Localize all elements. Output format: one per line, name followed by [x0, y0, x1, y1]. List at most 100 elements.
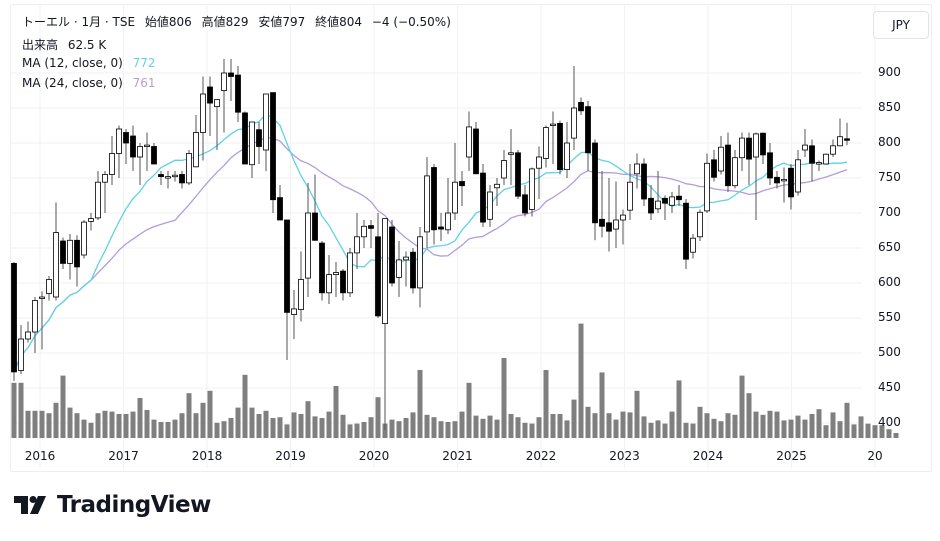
candle-up	[697, 211, 703, 238]
close-value: 終値804	[315, 15, 362, 29]
candle-up	[550, 123, 556, 126]
candle-down	[473, 128, 479, 175]
candle-up	[18, 338, 24, 371]
volume-bar	[606, 413, 612, 438]
volume-bar	[634, 390, 640, 438]
candle-down	[340, 270, 346, 294]
volume-bar	[648, 422, 654, 438]
volume-bar	[95, 413, 101, 438]
candle-up	[536, 156, 542, 169]
price-tick-label: 700	[878, 205, 901, 219]
volume-legend[interactable]: 出来高 62.5 K	[22, 36, 112, 53]
volume-bar	[641, 416, 647, 438]
ma24-value: 761	[132, 76, 156, 90]
change-value: −4 (−0.50%)	[371, 15, 451, 29]
candle-down	[809, 145, 815, 164]
candle-up	[445, 212, 451, 231]
volume-bar	[333, 386, 339, 438]
price-tick-label: 450	[878, 380, 901, 394]
candle-up	[543, 127, 549, 159]
candle-up	[25, 331, 31, 340]
volume-bar	[851, 424, 857, 438]
symbol-label: トーエル · 1月 · TSE	[22, 15, 136, 29]
volume-bar	[361, 422, 367, 438]
candle-up	[669, 196, 675, 206]
volume-bar	[249, 407, 255, 438]
candle-down	[179, 174, 185, 184]
tradingview-logo[interactable]: TradingView	[14, 492, 211, 518]
candle-up	[214, 99, 220, 107]
candle-down	[74, 239, 80, 268]
volume-bar	[193, 413, 199, 438]
candle-up	[382, 218, 388, 325]
candle-up	[32, 300, 38, 333]
time-tick-label: 20	[867, 449, 883, 463]
volume-bar	[67, 407, 73, 438]
volume-bar	[368, 417, 374, 438]
candle-down	[557, 123, 563, 171]
volume-bar	[620, 411, 626, 438]
tradingview-logo-icon	[14, 496, 46, 514]
candle-up	[781, 178, 787, 182]
volume-bar	[508, 414, 514, 438]
volume-bar	[319, 418, 325, 438]
volume-bar	[256, 414, 262, 438]
volume-bar	[102, 410, 108, 438]
ma24-label: MA (24, close, 0)	[22, 76, 123, 90]
volume-bar	[879, 425, 885, 438]
time-tick-label: 2024	[692, 449, 724, 463]
volume-bar	[613, 419, 619, 438]
volume-bar	[228, 418, 234, 438]
candle-down	[606, 222, 612, 232]
candle-down	[480, 172, 486, 223]
ma24-legend[interactable]: MA (24, close, 0) 761	[22, 76, 162, 90]
volume-bar	[186, 393, 192, 438]
volume-bar	[578, 323, 584, 438]
candle-up	[830, 145, 836, 155]
volume-bar	[767, 410, 773, 438]
candle-up	[46, 279, 52, 294]
candle-down	[312, 212, 318, 241]
candle-down	[284, 219, 290, 313]
volume-bar	[179, 413, 185, 438]
volume-bar	[137, 398, 143, 438]
candle-up	[305, 212, 311, 279]
volume-bar	[543, 370, 549, 438]
candle-down	[599, 218, 605, 227]
currency-button[interactable]: JPY	[873, 11, 929, 39]
volume-bar	[242, 374, 248, 438]
volume-bar	[746, 393, 752, 438]
volume-bar	[753, 411, 759, 438]
ma12-label: MA (12, close, 0)	[22, 56, 123, 70]
volume-bar	[396, 421, 402, 438]
volume-value: 62.5 K	[67, 38, 107, 52]
candle-down	[676, 195, 682, 201]
candle-up	[529, 168, 535, 210]
volume-bar	[599, 372, 605, 438]
volume-bar	[123, 414, 129, 438]
candle-down	[207, 86, 213, 104]
volume-bar	[452, 421, 458, 438]
candle-down	[130, 135, 136, 158]
volume-bar	[725, 413, 731, 438]
candle-up	[494, 183, 500, 189]
time-tick-label: 2020	[358, 449, 390, 463]
candle-up	[571, 107, 577, 139]
low-value: 安値797	[258, 15, 306, 29]
volume-bar	[704, 413, 710, 438]
candle-up	[88, 218, 94, 222]
price-tick-label: 750	[878, 170, 901, 184]
candle-up	[193, 132, 199, 168]
ohlc-legend: トーエル · 1月 · TSE 始値806 高値829 安値797 終値804 …	[22, 13, 457, 30]
volume-bar	[823, 425, 829, 438]
chart-frame	[10, 4, 932, 472]
volume-bar	[858, 416, 864, 438]
ma24-line	[13, 136, 848, 373]
candle-up	[690, 237, 696, 253]
volume-bar	[564, 420, 570, 438]
volume-bar	[81, 419, 87, 438]
candle-up	[326, 274, 332, 294]
candle-down	[431, 167, 437, 231]
ma12-legend[interactable]: MA (12, close, 0) 772	[22, 56, 162, 70]
